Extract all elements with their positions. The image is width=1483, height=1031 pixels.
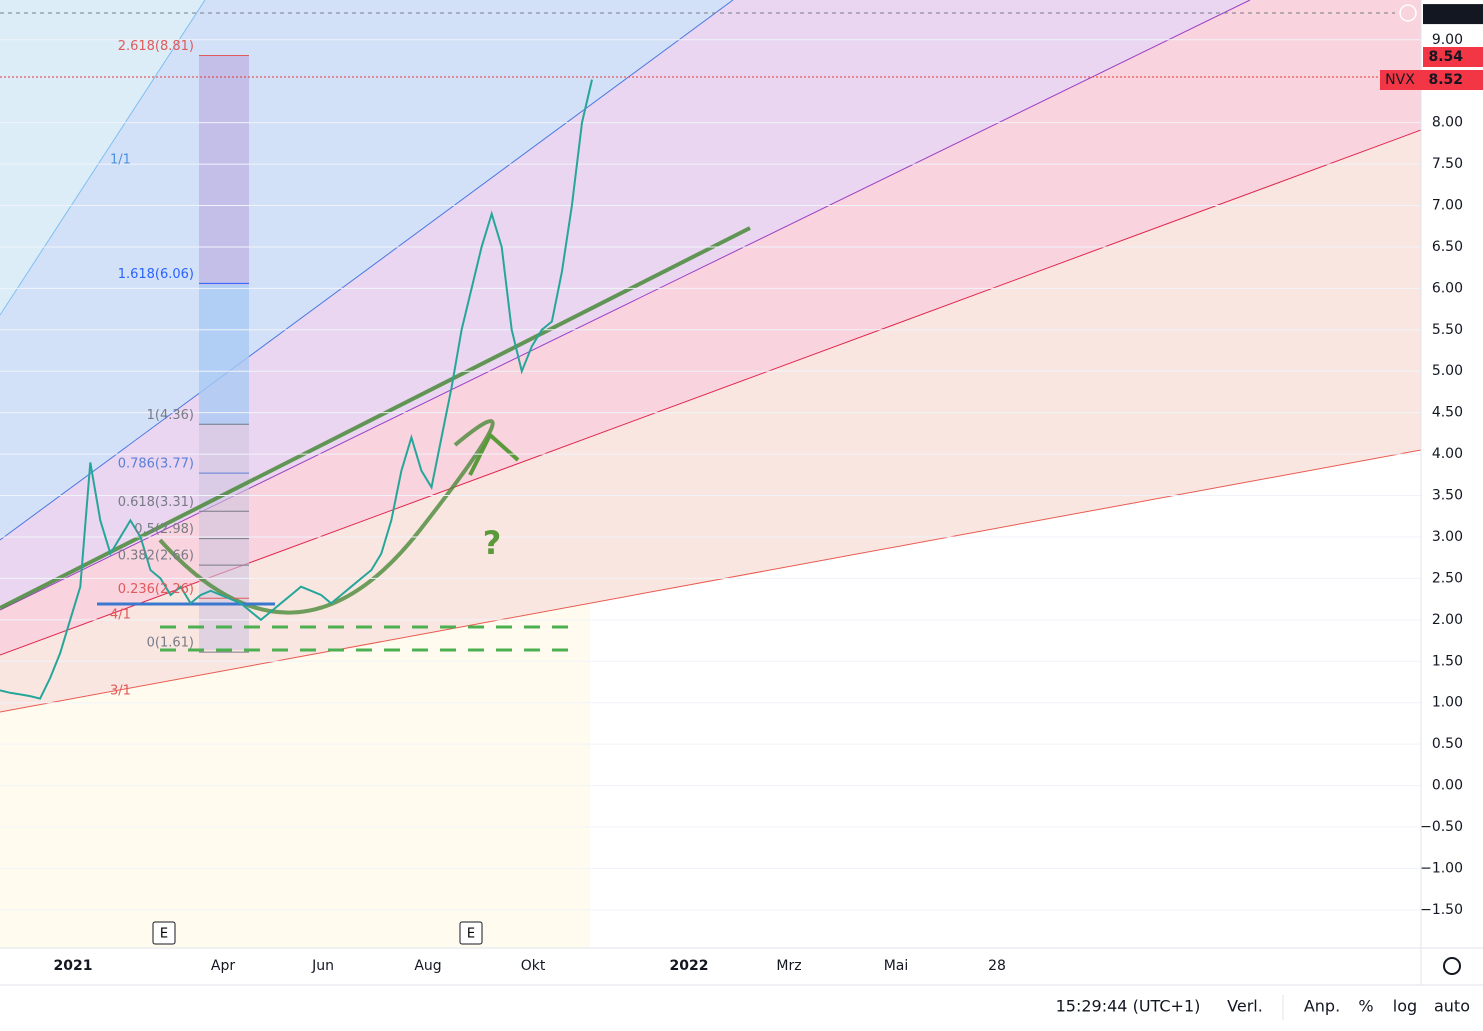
price-tag: [1423, 47, 1483, 67]
fib-band: [199, 55, 249, 285]
trend-line: [0, 226, 751, 610]
fib-label: 1.618(6.06): [118, 267, 194, 282]
y-tick-label: 3.00: [1432, 529, 1463, 545]
x-tick-label: Mrz: [776, 958, 801, 974]
y-tick-label: 7.00: [1432, 198, 1463, 214]
earnings-marker: [152, 921, 176, 945]
y-tick-label: −0.50: [1420, 819, 1463, 835]
x-tick-label: Mai: [884, 958, 909, 974]
fan-line: [0, 0, 206, 316]
earnings-label: E: [160, 927, 168, 942]
x-tick-label: Aug: [414, 958, 441, 974]
y-tick-label: 0.00: [1432, 778, 1463, 794]
y-tick-label: 7.50: [1432, 156, 1463, 172]
fib-label: 0.382(2.66): [118, 549, 194, 564]
status-item[interactable]: Verl.: [1227, 997, 1263, 1016]
fan-line: [0, 0, 734, 541]
status-item[interactable]: log: [1393, 997, 1417, 1016]
y-tick-label: 4.00: [1432, 446, 1463, 462]
y-tick-label: 9.00: [1432, 32, 1463, 48]
cup-arc: [158, 419, 495, 615]
fib-band: [199, 425, 249, 650]
y-tick-label: 6.00: [1432, 280, 1463, 296]
y-tick-label: 6.50: [1432, 239, 1463, 255]
price-tag: [1423, 4, 1483, 25]
fib-label: 0(1.61): [147, 636, 194, 651]
y-tick-label: 4.50: [1432, 405, 1463, 421]
zone: [0, 603, 590, 948]
x-tick-label: Okt: [521, 958, 546, 974]
symbol-label: NVX: [1385, 72, 1415, 88]
fib-label: 0.236(2.26): [118, 582, 194, 597]
fan-label: 3/1: [110, 684, 131, 699]
price-line: [0, 79, 593, 700]
y-tick-label: 5.00: [1432, 363, 1463, 379]
plus-icon[interactable]: [1399, 4, 1417, 22]
price-tag-label: 8.54: [1428, 49, 1463, 65]
fan-label: 1/1: [110, 153, 131, 168]
clock: 15:29:44 (UTC+1): [1056, 997, 1201, 1016]
x-tick-label: 28: [988, 958, 1006, 974]
fib-label: 0.786(3.77): [118, 457, 194, 472]
settings-icon[interactable]: [1443, 957, 1461, 975]
price-tag-label: 9.31: [1428, 6, 1463, 22]
y-tick-label: 1.50: [1432, 653, 1463, 669]
fib-label: 0.5(2.98): [134, 522, 194, 537]
x-tick-label: 2021: [54, 958, 93, 974]
fib-label: 2.618(8.81): [118, 39, 194, 54]
y-tick-label: 2.50: [1432, 570, 1463, 586]
price-tag: [1380, 70, 1483, 90]
price-tag-label: 8.52: [1428, 72, 1463, 88]
status-item[interactable]: auto: [1434, 997, 1470, 1016]
earnings-marker: [459, 921, 483, 945]
drawings: [0, 0, 1421, 948]
y-tick-label: 2.00: [1432, 612, 1463, 628]
earnings-label: E: [467, 927, 475, 942]
zone: [0, 130, 1421, 712]
y-tick-label: 1.00: [1432, 695, 1463, 711]
fib-band: [199, 285, 249, 425]
y-tick-label: 5.50: [1432, 322, 1463, 338]
y-tick-label: −1.00: [1420, 860, 1463, 876]
fan-line: [0, 449, 1421, 713]
y-tick-label: −1.50: [1420, 902, 1463, 918]
fan-label: 4/1: [110, 608, 131, 623]
fib-label: 1(4.36): [147, 408, 194, 423]
status-item[interactable]: Anp.: [1304, 997, 1340, 1016]
series-layer: [0, 39, 1421, 911]
arrow: [468, 431, 520, 476]
status-item[interactable]: %: [1358, 997, 1373, 1016]
x-tick-label: Jun: [311, 958, 334, 974]
annotation: ?: [483, 524, 502, 562]
y-tick-label: 8.00: [1432, 115, 1463, 131]
x-tick-label: 2022: [670, 958, 709, 974]
fib-label: 0.618(3.31): [118, 495, 194, 510]
y-tick-label: 0.50: [1432, 736, 1463, 752]
y-tick-label: 3.50: [1432, 488, 1463, 504]
x-tick-label: Apr: [211, 958, 235, 974]
